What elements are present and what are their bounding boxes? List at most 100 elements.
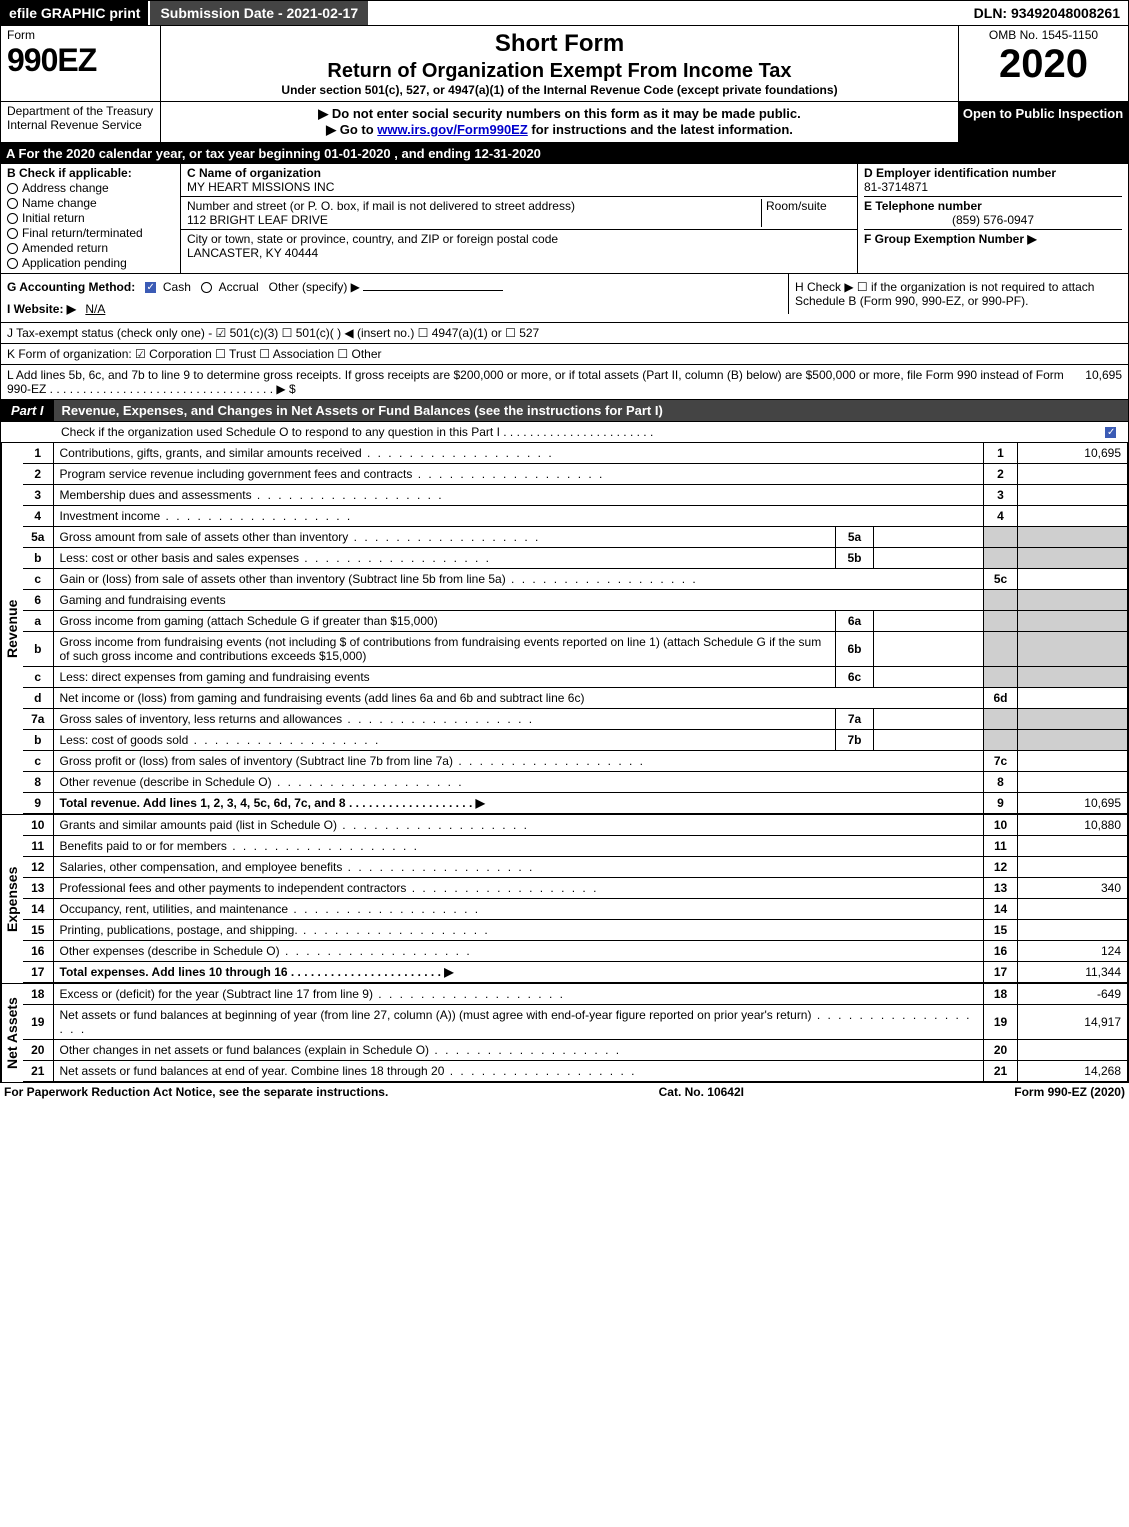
grey-cell (984, 548, 1018, 569)
tax-year: 2020 (963, 42, 1124, 87)
table-row: 14 Occupancy, rent, utilities, and maint… (23, 899, 1128, 920)
table-row: 16 Other expenses (describe in Schedule … (23, 941, 1128, 962)
row-value: 124 (1018, 941, 1128, 962)
expenses-label: Expenses (1, 815, 23, 983)
website-value: N/A (85, 302, 105, 316)
sub-val (874, 527, 984, 548)
cash-label: Cash (163, 280, 191, 294)
sub-num: 7b (836, 730, 874, 751)
sub-num: 6b (836, 632, 874, 667)
row-num: c (23, 667, 53, 688)
goto-pre: ▶ Go to (326, 122, 377, 137)
section-c: C Name of organization MY HEART MISSIONS… (181, 164, 858, 273)
checkbox-final-return[interactable] (7, 228, 18, 239)
row-num: 11 (23, 836, 53, 857)
table-row: 17 Total expenses. Add lines 10 through … (23, 962, 1128, 983)
sub-num: 5a (836, 527, 874, 548)
irs-label: Internal Revenue Service (7, 118, 154, 132)
row-value: 11,344 (1018, 962, 1128, 983)
row-desc: Gross income from fundraising events (no… (53, 632, 836, 667)
cb-label: Address change (22, 181, 109, 195)
sub-val (874, 632, 984, 667)
checkbox-application-pending[interactable] (7, 258, 18, 269)
table-row: 6 Gaming and fundraising events (23, 590, 1128, 611)
org-city: LANCASTER, KY 40444 (187, 246, 558, 260)
row-value (1018, 485, 1128, 506)
row-desc: Gross income from gaming (attach Schedul… (53, 611, 836, 632)
checkbox-name-change[interactable] (7, 198, 18, 209)
checkbox-address-change[interactable] (7, 183, 18, 194)
cb-label: Name change (22, 196, 97, 210)
goto-post: for instructions and the latest informat… (528, 122, 793, 137)
under-section: Under section 501(c), 527, or 4947(a)(1)… (169, 83, 950, 97)
row-value: 10,695 (1018, 793, 1128, 814)
section-b: B Check if applicable: Address change Na… (1, 164, 181, 273)
dept-row: Department of the Treasury Internal Reve… (0, 102, 1129, 143)
row-num: 5a (23, 527, 53, 548)
net-assets-section: Net Assets 18 Excess or (deficit) for th… (0, 984, 1129, 1083)
checkbox-accrual[interactable] (201, 282, 212, 293)
sub-val (874, 548, 984, 569)
row-value: 340 (1018, 878, 1128, 899)
checkbox-amended-return[interactable] (7, 243, 18, 254)
sub-val (874, 611, 984, 632)
grey-cell (984, 590, 1018, 611)
grey-cell (984, 709, 1018, 730)
line-num: 19 (984, 1005, 1018, 1040)
cb-label: Final return/terminated (22, 226, 143, 240)
row-desc: Salaries, other compensation, and employ… (60, 860, 535, 874)
room-suite-label: Room/suite (761, 199, 851, 227)
checkbox-initial-return[interactable] (7, 213, 18, 224)
row-num: 18 (23, 984, 53, 1005)
row-value: 10,880 (1018, 815, 1128, 836)
k-text: K Form of organization: ☑ Corporation ☐ … (7, 347, 382, 361)
ssn-warning: ▶ Do not enter social security numbers o… (165, 106, 954, 122)
checkbox-cash[interactable] (145, 282, 156, 293)
footer-left: For Paperwork Reduction Act Notice, see … (4, 1085, 388, 1099)
cb-label: Initial return (22, 211, 85, 225)
checkbox-schedule-o[interactable] (1105, 427, 1116, 438)
c-name-label: C Name of organization (187, 166, 334, 180)
line-num: 4 (984, 506, 1018, 527)
row-value (1018, 464, 1128, 485)
row-num: 1 (23, 443, 53, 464)
row-value: -649 (1018, 984, 1128, 1005)
sub-num: 7a (836, 709, 874, 730)
d-ein-label: D Employer identification number (864, 166, 1122, 180)
line-num: 20 (984, 1040, 1018, 1061)
table-row: 18 Excess or (deficit) for the year (Sub… (23, 984, 1128, 1005)
table-row: 21 Net assets or fund balances at end of… (23, 1061, 1128, 1082)
form-link[interactable]: www.irs.gov/Form990EZ (377, 122, 528, 137)
line-num: 18 (984, 984, 1018, 1005)
line-l: L Add lines 5b, 6c, and 7b to line 9 to … (0, 365, 1129, 400)
line-a-tax-year: A For the 2020 calendar year, or tax yea… (0, 143, 1129, 164)
table-row: 13 Professional fees and other payments … (23, 878, 1128, 899)
table-row: c Gain or (loss) from sale of assets oth… (23, 569, 1128, 590)
table-row: 7a Gross sales of inventory, less return… (23, 709, 1128, 730)
grey-cell (1018, 548, 1128, 569)
line-num: 2 (984, 464, 1018, 485)
other-specify-input[interactable] (363, 290, 503, 291)
table-row: 12 Salaries, other compensation, and emp… (23, 857, 1128, 878)
part-i-header: Part I Revenue, Expenses, and Changes in… (0, 400, 1129, 422)
table-row: d Net income or (loss) from gaming and f… (23, 688, 1128, 709)
line-g-h: G Accounting Method: Cash Accrual Other … (0, 274, 1129, 323)
footer-center: Cat. No. 10642I (659, 1085, 744, 1099)
row-num: b (23, 632, 53, 667)
dept-block: Department of the Treasury Internal Reve… (1, 102, 161, 142)
line-num: 5c (984, 569, 1018, 590)
schedule-o-check-line: Check if the organization used Schedule … (0, 422, 1129, 443)
row-desc: Total revenue. Add lines 1, 2, 3, 4, 5c,… (53, 793, 984, 814)
grey-cell (1018, 611, 1128, 632)
table-row: 3 Membership dues and assessments 3 (23, 485, 1128, 506)
row-desc: Less: cost of goods sold (60, 733, 381, 747)
row-num: 17 (23, 962, 53, 983)
line-num: 14 (984, 899, 1018, 920)
table-row: 8 Other revenue (describe in Schedule O)… (23, 772, 1128, 793)
efile-print-label[interactable]: efile GRAPHIC print (1, 1, 148, 25)
line-num: 13 (984, 878, 1018, 899)
row-value (1018, 857, 1128, 878)
c-city-label: City or town, state or province, country… (187, 232, 558, 246)
row-desc: Gross sales of inventory, less returns a… (60, 712, 535, 726)
cb-label: Application pending (22, 256, 127, 270)
